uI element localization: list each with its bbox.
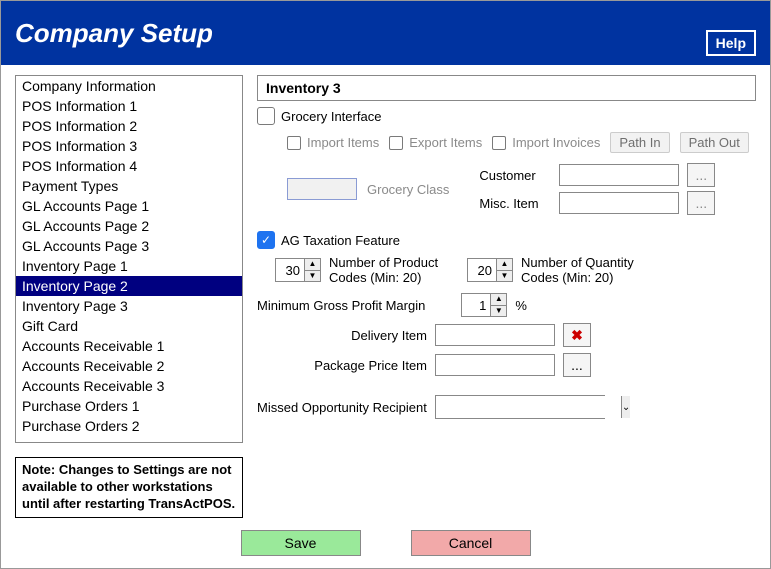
misc-item-row: Misc. Item ... bbox=[479, 191, 715, 215]
grocery-class-label: Grocery Class bbox=[367, 182, 449, 197]
missed-opportunity-dropdown[interactable]: ⌄ bbox=[435, 395, 605, 419]
delivery-item-row: Delivery Item ✖ bbox=[257, 323, 756, 347]
nav-item[interactable]: Gift Card bbox=[16, 316, 242, 336]
grocery-class-input[interactable] bbox=[287, 178, 357, 200]
ag-taxation-checkbox[interactable]: AG Taxation Feature bbox=[257, 231, 400, 249]
nav-item[interactable]: POS Information 4 bbox=[16, 156, 242, 176]
spinner-up-icon[interactable]: ▲ bbox=[305, 259, 320, 271]
codes-row: ▲▼ Number of Product Codes (Min: 20) ▲▼ … bbox=[275, 255, 756, 285]
package-price-row: Package Price Item ... bbox=[257, 353, 756, 377]
spinner-up-icon[interactable]: ▲ bbox=[491, 294, 506, 306]
spinner-down-icon[interactable]: ▼ bbox=[491, 306, 506, 317]
quantity-codes-input[interactable] bbox=[468, 259, 496, 281]
delivery-item-clear-button[interactable]: ✖ bbox=[563, 323, 591, 347]
nav-list[interactable]: Company InformationPOS Information 1POS … bbox=[15, 75, 243, 443]
nav-item[interactable]: POS Information 1 bbox=[16, 96, 242, 116]
nav-item[interactable]: Purchase Orders 2 bbox=[16, 416, 242, 436]
min-margin-row: Minimum Gross Profit Margin ▲▼ % bbox=[257, 293, 756, 317]
nav-item[interactable]: GL Accounts Page 1 bbox=[16, 196, 242, 216]
quantity-codes-label: Number of Quantity Codes (Min: 20) bbox=[521, 255, 651, 285]
import-items-label: Import Items bbox=[307, 135, 379, 150]
path-out-button[interactable]: Path Out bbox=[680, 132, 749, 153]
spinner-down-icon[interactable]: ▼ bbox=[497, 271, 512, 282]
ag-taxation-label: AG Taxation Feature bbox=[281, 233, 400, 248]
grocery-interface-checkbox[interactable]: Grocery Interface bbox=[257, 107, 381, 125]
checkbox-icon bbox=[257, 231, 275, 249]
product-codes-spinner[interactable]: ▲▼ bbox=[275, 258, 321, 282]
import-items-checkbox[interactable]: Import Items bbox=[287, 135, 379, 150]
window-title: Company Setup bbox=[15, 18, 213, 49]
body: Company InformationPOS Information 1POS … bbox=[1, 65, 770, 524]
ag-taxation-section: AG Taxation Feature ▲▼ Number of Product… bbox=[257, 231, 756, 285]
misc-item-label: Misc. Item bbox=[479, 196, 551, 211]
import-invoices-checkbox[interactable]: Import Invoices bbox=[492, 135, 600, 150]
package-price-label: Package Price Item bbox=[257, 358, 427, 373]
delivery-item-input[interactable] bbox=[435, 324, 555, 346]
import-invoices-label: Import Invoices bbox=[512, 135, 600, 150]
help-button[interactable]: Help bbox=[706, 30, 756, 56]
nav-item[interactable]: POS Information 3 bbox=[16, 136, 242, 156]
min-margin-unit: % bbox=[515, 298, 527, 313]
nav-item[interactable]: GL Accounts Page 2 bbox=[16, 216, 242, 236]
grocery-section: Grocery Interface Import Items Export It… bbox=[257, 107, 756, 219]
path-in-button[interactable]: Path In bbox=[610, 132, 669, 153]
min-margin-input[interactable] bbox=[462, 294, 490, 316]
misc-item-input[interactable] bbox=[559, 192, 679, 214]
left-column: Company InformationPOS Information 1POS … bbox=[15, 75, 243, 518]
cancel-button[interactable]: Cancel bbox=[411, 530, 531, 556]
customer-label: Customer bbox=[479, 168, 551, 183]
min-margin-spinner[interactable]: ▲▼ bbox=[461, 293, 507, 317]
nav-item[interactable]: Payment Types bbox=[16, 176, 242, 196]
nav-item[interactable]: Accounts Receivable 3 bbox=[16, 376, 242, 396]
titlebar: Company Setup Help bbox=[1, 1, 770, 65]
quantity-codes-spinner[interactable]: ▲▼ bbox=[467, 258, 513, 282]
checkbox-icon bbox=[389, 136, 403, 150]
nav-item[interactable]: Accounts Receivable 1 bbox=[16, 336, 242, 356]
nav-item[interactable]: Inventory Page 1 bbox=[16, 256, 242, 276]
customer-input[interactable] bbox=[559, 164, 679, 186]
product-codes-input[interactable] bbox=[276, 259, 304, 281]
export-items-checkbox[interactable]: Export Items bbox=[389, 135, 482, 150]
chevron-down-icon[interactable]: ⌄ bbox=[621, 396, 630, 418]
customer-lookup-button[interactable]: ... bbox=[687, 163, 715, 187]
page-title: Inventory 3 bbox=[257, 75, 756, 101]
company-setup-window: Company Setup Help Company InformationPO… bbox=[0, 0, 771, 569]
package-price-lookup-button[interactable]: ... bbox=[563, 353, 591, 377]
spinner-up-icon[interactable]: ▲ bbox=[497, 259, 512, 271]
nav-item[interactable]: POS Information 2 bbox=[16, 116, 242, 136]
package-price-input[interactable] bbox=[435, 354, 555, 376]
grocery-sub-options: Import Items Export Items Import Invoice… bbox=[257, 132, 749, 153]
nav-item[interactable]: Inventory Page 3 bbox=[16, 296, 242, 316]
missed-opportunity-input[interactable] bbox=[436, 396, 621, 418]
delivery-item-label: Delivery Item bbox=[257, 328, 427, 343]
button-bar: Save Cancel bbox=[1, 524, 770, 568]
nav-item[interactable]: Purchase Orders 1 bbox=[16, 396, 242, 416]
nav-item[interactable]: Accounts Receivable 2 bbox=[16, 356, 242, 376]
note-box: Note: Changes to Settings are not availa… bbox=[15, 457, 243, 518]
x-icon: ✖ bbox=[571, 327, 583, 344]
checkbox-icon bbox=[257, 107, 275, 125]
checkbox-icon bbox=[492, 136, 506, 150]
product-codes-label: Number of Product Codes (Min: 20) bbox=[329, 255, 459, 285]
save-button[interactable]: Save bbox=[241, 530, 361, 556]
nav-item[interactable]: Inventory Page 2 bbox=[16, 276, 242, 296]
missed-opportunity-row: Missed Opportunity Recipient ⌄ bbox=[257, 395, 756, 419]
min-margin-label: Minimum Gross Profit Margin bbox=[257, 298, 425, 313]
export-items-label: Export Items bbox=[409, 135, 482, 150]
nav-item[interactable]: Company Information bbox=[16, 76, 242, 96]
right-column: Inventory 3 Grocery Interface Import Ite… bbox=[257, 75, 756, 518]
spinner-down-icon[interactable]: ▼ bbox=[305, 271, 320, 282]
grocery-class-row: Grocery Class Customer ... Misc. Item bbox=[257, 159, 749, 219]
checkbox-icon bbox=[287, 136, 301, 150]
misc-item-lookup-button[interactable]: ... bbox=[687, 191, 715, 215]
customer-row: Customer ... bbox=[479, 163, 715, 187]
missed-opportunity-label: Missed Opportunity Recipient bbox=[257, 400, 427, 415]
nav-item[interactable]: GL Accounts Page 3 bbox=[16, 236, 242, 256]
grocery-interface-label: Grocery Interface bbox=[281, 109, 381, 124]
